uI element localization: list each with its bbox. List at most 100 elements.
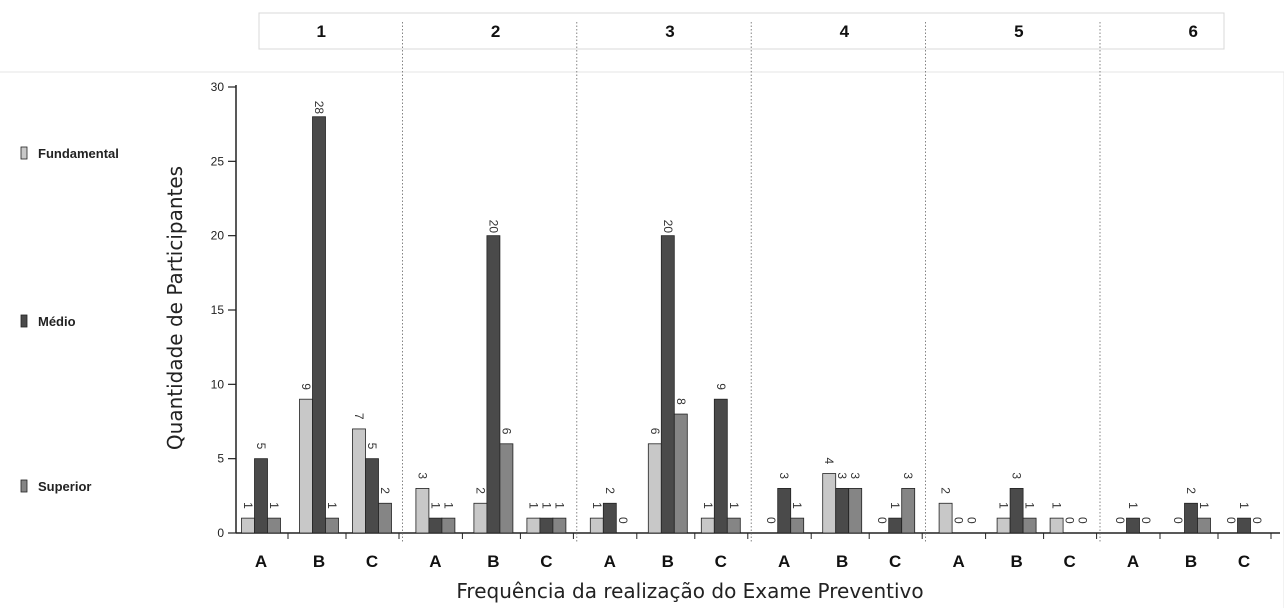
bar bbox=[602, 502, 617, 534]
bar-value-label: 3 bbox=[1010, 472, 1024, 479]
bar-value-label: 0 bbox=[1224, 517, 1238, 524]
bar bbox=[790, 517, 805, 534]
group-label: 1 bbox=[316, 22, 325, 41]
y-tick-label: 10 bbox=[211, 377, 225, 391]
bar-value-label: 1 bbox=[552, 502, 566, 509]
bar bbox=[901, 487, 916, 534]
bar bbox=[726, 517, 741, 534]
bar bbox=[589, 517, 604, 534]
bar-value-label: 4 bbox=[822, 458, 836, 465]
category-label: C bbox=[540, 552, 552, 571]
group-label: 4 bbox=[840, 22, 850, 41]
bar bbox=[428, 517, 443, 534]
bar-value-label: 0 bbox=[1063, 517, 1077, 524]
bar-value-label: 1 bbox=[1050, 502, 1064, 509]
group-label: 6 bbox=[1188, 22, 1197, 41]
group-labels: 1 2 3 4 5 6 bbox=[316, 22, 1197, 41]
bar-value-label: 3 bbox=[848, 472, 862, 479]
bar-value-label: 1 bbox=[888, 502, 902, 509]
legend-swatch bbox=[20, 479, 28, 493]
category-label: A bbox=[604, 552, 616, 571]
bar-value-label: 0 bbox=[1139, 517, 1153, 524]
bar-value-label: 0 bbox=[875, 517, 889, 524]
category-label: C bbox=[1238, 552, 1250, 571]
category-label: B bbox=[487, 552, 499, 571]
bar-value-label: 1 bbox=[267, 502, 281, 509]
bar bbox=[325, 517, 339, 534]
bar-value-label: 2 bbox=[1184, 487, 1198, 494]
bar-value-label: 0 bbox=[952, 517, 966, 524]
bar-value-label: 3 bbox=[835, 472, 849, 479]
y-tick-label: 0 bbox=[217, 526, 224, 540]
legend-label: Superior bbox=[38, 479, 91, 494]
bar-value-label: 3 bbox=[901, 472, 915, 479]
bar-value-label: 1 bbox=[997, 502, 1011, 509]
y-tick-label: 5 bbox=[217, 452, 224, 466]
bars bbox=[241, 116, 1251, 534]
category-label: A bbox=[778, 552, 790, 571]
group-header-box bbox=[258, 12, 1225, 50]
legend-swatch bbox=[20, 146, 28, 160]
bar bbox=[299, 398, 313, 534]
bar-value-label: 20 bbox=[486, 220, 500, 234]
category-label: B bbox=[313, 552, 325, 571]
bar-value-label: 2 bbox=[378, 487, 392, 494]
bar-value-label: 1 bbox=[1197, 502, 1211, 509]
bar bbox=[441, 517, 456, 534]
bar bbox=[647, 443, 662, 534]
legend: Fundamental Médio Superior bbox=[20, 146, 119, 494]
bar bbox=[1022, 517, 1037, 534]
legend-label: Médio bbox=[38, 314, 76, 329]
bar-value-label: 1 bbox=[428, 502, 442, 509]
bar bbox=[938, 502, 953, 534]
bar bbox=[365, 458, 379, 534]
bar-value-label: 3 bbox=[777, 472, 791, 479]
category-label: B bbox=[1010, 552, 1022, 571]
bar-value-label: 9 bbox=[299, 383, 313, 390]
bar-value-label: 1 bbox=[526, 502, 540, 509]
bar-value-label: 0 bbox=[1076, 517, 1090, 524]
bar bbox=[1009, 487, 1024, 534]
bar bbox=[539, 517, 554, 534]
x-axis-title: Frequência da realização do Exame Preven… bbox=[456, 579, 923, 603]
bar-value-label: 5 bbox=[254, 443, 268, 450]
bar bbox=[822, 473, 837, 534]
legend-swatch bbox=[20, 314, 28, 328]
bar-value-label: 6 bbox=[648, 428, 662, 435]
bar bbox=[1126, 517, 1140, 534]
bar bbox=[777, 487, 792, 534]
group-separators bbox=[401, 22, 1101, 543]
legend-label: Fundamental bbox=[38, 146, 119, 161]
y-tick-label: 25 bbox=[211, 154, 225, 168]
bar-value-label: 1 bbox=[590, 502, 604, 509]
bar-value-label: 3 bbox=[415, 472, 429, 479]
category-label: B bbox=[1185, 552, 1197, 571]
bar bbox=[473, 502, 488, 534]
bar bbox=[673, 413, 688, 534]
group-label: 3 bbox=[665, 22, 674, 41]
bar bbox=[267, 517, 281, 534]
bar bbox=[312, 116, 326, 534]
bar bbox=[486, 235, 501, 534]
bar bbox=[888, 517, 903, 534]
bar-value-label: 0 bbox=[616, 517, 630, 524]
group-label: 5 bbox=[1014, 22, 1023, 41]
category-label: A bbox=[429, 552, 441, 571]
category-label: C bbox=[1063, 552, 1075, 571]
category-label: B bbox=[836, 552, 848, 571]
bar-value-label: 1 bbox=[539, 502, 553, 509]
bar-value-label: 1 bbox=[325, 502, 339, 509]
y-tick-label: 15 bbox=[211, 303, 225, 317]
bar-value-label: 1 bbox=[1023, 502, 1037, 509]
bar bbox=[552, 517, 567, 534]
bar-value-label: 5 bbox=[365, 443, 379, 450]
category-label: A bbox=[952, 552, 964, 571]
bar-value-label: 1 bbox=[1126, 502, 1140, 509]
y-tick-label: 30 bbox=[211, 80, 225, 94]
bar bbox=[254, 458, 268, 534]
bar-value-label: 1 bbox=[241, 502, 255, 509]
bar bbox=[713, 398, 728, 534]
